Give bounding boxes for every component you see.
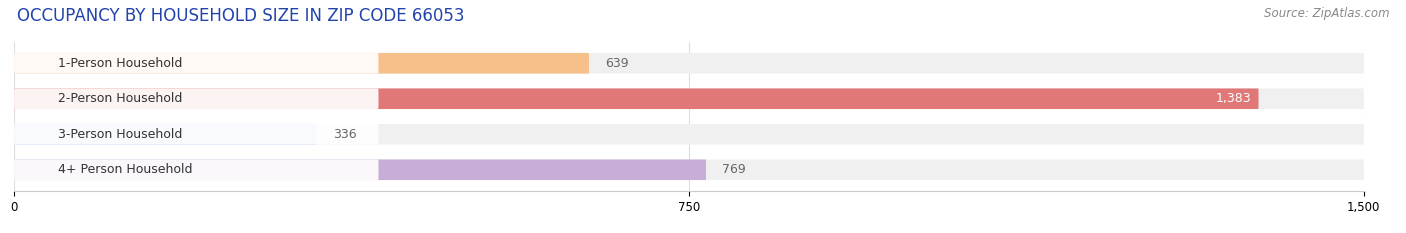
FancyBboxPatch shape	[14, 124, 1364, 144]
Text: 1-Person Household: 1-Person Household	[58, 57, 183, 70]
FancyBboxPatch shape	[14, 53, 1364, 74]
Text: 769: 769	[723, 163, 747, 176]
Text: 639: 639	[605, 57, 628, 70]
FancyBboxPatch shape	[14, 53, 589, 74]
Text: 3-Person Household: 3-Person Household	[58, 128, 183, 141]
FancyBboxPatch shape	[14, 89, 1364, 109]
Text: 2-Person Household: 2-Person Household	[58, 92, 183, 105]
Text: 336: 336	[333, 128, 356, 141]
FancyBboxPatch shape	[14, 159, 378, 180]
FancyBboxPatch shape	[14, 124, 378, 144]
Text: Source: ZipAtlas.com: Source: ZipAtlas.com	[1264, 7, 1389, 20]
FancyBboxPatch shape	[14, 159, 1364, 180]
FancyBboxPatch shape	[14, 53, 378, 74]
FancyBboxPatch shape	[14, 159, 706, 180]
Text: 4+ Person Household: 4+ Person Household	[58, 163, 193, 176]
FancyBboxPatch shape	[14, 89, 378, 109]
Text: OCCUPANCY BY HOUSEHOLD SIZE IN ZIP CODE 66053: OCCUPANCY BY HOUSEHOLD SIZE IN ZIP CODE …	[17, 7, 464, 25]
Text: 1,383: 1,383	[1216, 92, 1251, 105]
FancyBboxPatch shape	[14, 89, 1258, 109]
FancyBboxPatch shape	[14, 124, 316, 144]
